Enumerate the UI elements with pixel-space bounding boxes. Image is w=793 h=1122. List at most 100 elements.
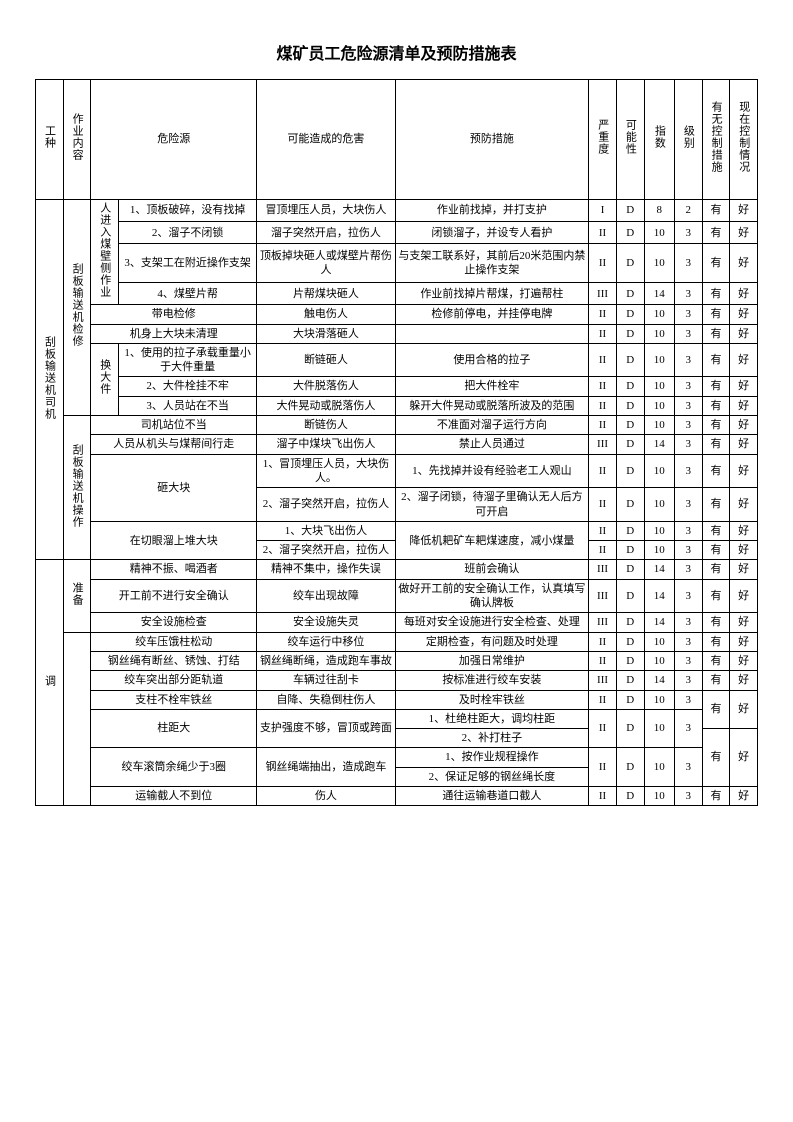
v-cell: 有 bbox=[702, 560, 730, 579]
v-cell: 10 bbox=[644, 454, 674, 488]
v-cell: D bbox=[616, 416, 644, 435]
task-cell: 准备 bbox=[63, 560, 91, 632]
harm-cell: 车辆过往刮卡 bbox=[257, 671, 395, 690]
v-cell: II bbox=[589, 632, 617, 651]
src-cell: 开工前不进行安全确认 bbox=[91, 579, 257, 613]
v-cell: 10 bbox=[644, 787, 674, 806]
table-row: 刮板输送机操作 司机站位不当 断链伤人 不准面对溜子运行方向 IID103有好 bbox=[36, 416, 758, 435]
v-cell: 3 bbox=[674, 690, 702, 709]
v-cell: III bbox=[589, 671, 617, 690]
v-cell: 3 bbox=[674, 416, 702, 435]
hdr-source: 危险源 bbox=[91, 80, 257, 200]
v-cell: D bbox=[616, 748, 644, 787]
table-row: 3、人员站在不当 大件晃动或脱落伤人 躲开大件晃动或脱落所波及的范围 IID10… bbox=[36, 396, 758, 415]
prev-cell: 每班对安全设施进行安全检查、处理 bbox=[395, 613, 589, 632]
v-cell: 10 bbox=[644, 377, 674, 396]
harm-cell: 大件晃动或脱落伤人 bbox=[257, 396, 395, 415]
v-cell: 10 bbox=[644, 244, 674, 283]
v-cell: D bbox=[616, 200, 644, 222]
prev-cell: 使用合格的拉子 bbox=[395, 343, 589, 377]
table-row: 刮板输送机司机 刮板输送机检修 人进入煤壁侧作业 1、顶板破碎，没有找掉 冒顶埋… bbox=[36, 200, 758, 222]
table-row: 在切眼溜上堆大块 1、大块飞出伤人 降低机耙矿车耙煤速度，减小煤量 IID103… bbox=[36, 521, 758, 540]
v-cell: 2 bbox=[674, 200, 702, 222]
v-cell: 好 bbox=[730, 200, 758, 222]
harm-cell: 触电伤人 bbox=[257, 305, 395, 324]
v-cell: II bbox=[589, 324, 617, 343]
v-cell: 10 bbox=[644, 709, 674, 748]
v-cell: 10 bbox=[644, 632, 674, 651]
task-cell bbox=[63, 632, 91, 806]
prev-cell: 检修前停电，并挂停电牌 bbox=[395, 305, 589, 324]
v-cell: 好 bbox=[730, 343, 758, 377]
harm-cell: 绞车运行中移位 bbox=[257, 632, 395, 651]
v-cell: 14 bbox=[644, 435, 674, 454]
src-cell: 2、溜子不闭锁 bbox=[118, 222, 256, 244]
v-cell: 好 bbox=[730, 560, 758, 579]
prev-cell: 定期检查，有问题及时处理 bbox=[395, 632, 589, 651]
harm-cell: 安全设施失灵 bbox=[257, 613, 395, 632]
v-cell: 14 bbox=[644, 613, 674, 632]
v-cell: 好 bbox=[730, 283, 758, 305]
v-cell: II bbox=[589, 416, 617, 435]
src-cell: 绞车突出部分距轨道 bbox=[91, 671, 257, 690]
hdr-prev: 预防措施 bbox=[395, 80, 589, 200]
prev-cell: 1、先找掉并设有经验老工人观山 bbox=[395, 454, 589, 488]
v-cell: 14 bbox=[644, 283, 674, 305]
v-cell: 好 bbox=[730, 579, 758, 613]
harm-cell: 断链伤人 bbox=[257, 416, 395, 435]
v-cell: D bbox=[616, 222, 644, 244]
src-cell: 1、使用的拉子承载重量小于大件重量 bbox=[118, 343, 256, 377]
v-cell: 好 bbox=[730, 690, 758, 729]
page-title: 煤矿员工危险源清单及预防措施表 bbox=[35, 40, 758, 64]
hdr-ctrl: 有无控制措施 bbox=[702, 80, 730, 200]
v-cell: 有 bbox=[702, 787, 730, 806]
v-cell: II bbox=[589, 690, 617, 709]
v-cell: 3 bbox=[674, 748, 702, 787]
table-row: 柱距大 支护强度不够，冒顶或跨面 1、杜绝柱距大，调均柱距 IID103 bbox=[36, 709, 758, 728]
harm-cell: 支护强度不够，冒顶或跨面 bbox=[257, 709, 395, 748]
v-cell: 3 bbox=[674, 324, 702, 343]
v-cell: II bbox=[589, 377, 617, 396]
src-cell: 带电检修 bbox=[91, 305, 257, 324]
hdr-poss: 可能性 bbox=[616, 80, 644, 200]
hdr-lvl: 级别 bbox=[674, 80, 702, 200]
v-cell: 有 bbox=[702, 579, 730, 613]
v-cell: 有 bbox=[702, 396, 730, 415]
v-cell: II bbox=[589, 709, 617, 748]
src-cell: 4、煤壁片帮 bbox=[118, 283, 256, 305]
v-cell: 好 bbox=[730, 632, 758, 651]
task-cell: 刮板输送机检修 bbox=[63, 200, 91, 416]
v-cell: D bbox=[616, 671, 644, 690]
table-row: 绞车压饿柱松动 绞车运行中移位 定期检查，有问题及时处理 IID103有好 bbox=[36, 632, 758, 651]
harm-cell: 钢丝绳端抽出，造成跑车 bbox=[257, 748, 395, 787]
v-cell: 有 bbox=[702, 244, 730, 283]
v-cell: 有 bbox=[702, 671, 730, 690]
src-cell: 运输截人不到位 bbox=[91, 787, 257, 806]
v-cell: 好 bbox=[730, 396, 758, 415]
prev-cell: 2、溜子闭锁，待溜子里确认无人后方可开启 bbox=[395, 488, 589, 522]
subtask-cell: 换大件 bbox=[91, 343, 119, 415]
v-cell: 3 bbox=[674, 283, 702, 305]
v-cell: D bbox=[616, 709, 644, 748]
v-cell: D bbox=[616, 579, 644, 613]
v-cell: D bbox=[616, 283, 644, 305]
harm-cell: 断链砸人 bbox=[257, 343, 395, 377]
v-cell: 10 bbox=[644, 324, 674, 343]
v-cell: 有 bbox=[702, 541, 730, 560]
v-cell: 好 bbox=[730, 324, 758, 343]
v-cell: 好 bbox=[730, 651, 758, 670]
src-cell: 精神不振、喝酒者 bbox=[91, 560, 257, 579]
table-row: 绞车滚筒余绳少于3圈 钢丝绳端抽出，造成跑车 1、按作业规程操作 IID103 bbox=[36, 748, 758, 767]
v-cell: 10 bbox=[644, 651, 674, 670]
v-cell: 10 bbox=[644, 305, 674, 324]
src-cell: 1、顶板破碎，没有找掉 bbox=[118, 200, 256, 222]
v-cell: 好 bbox=[730, 222, 758, 244]
prev-cell: 降低机耙矿车耙煤速度，减小煤量 bbox=[395, 521, 589, 560]
v-cell: D bbox=[616, 488, 644, 522]
v-cell: 好 bbox=[730, 521, 758, 540]
v-cell: 好 bbox=[730, 488, 758, 522]
v-cell: II bbox=[589, 521, 617, 540]
table-row: 绞车突出部分距轨道 车辆过往刮卡 按标准进行绞车安装 IIID143有好 bbox=[36, 671, 758, 690]
v-cell: II bbox=[589, 454, 617, 488]
v-cell: 3 bbox=[674, 632, 702, 651]
